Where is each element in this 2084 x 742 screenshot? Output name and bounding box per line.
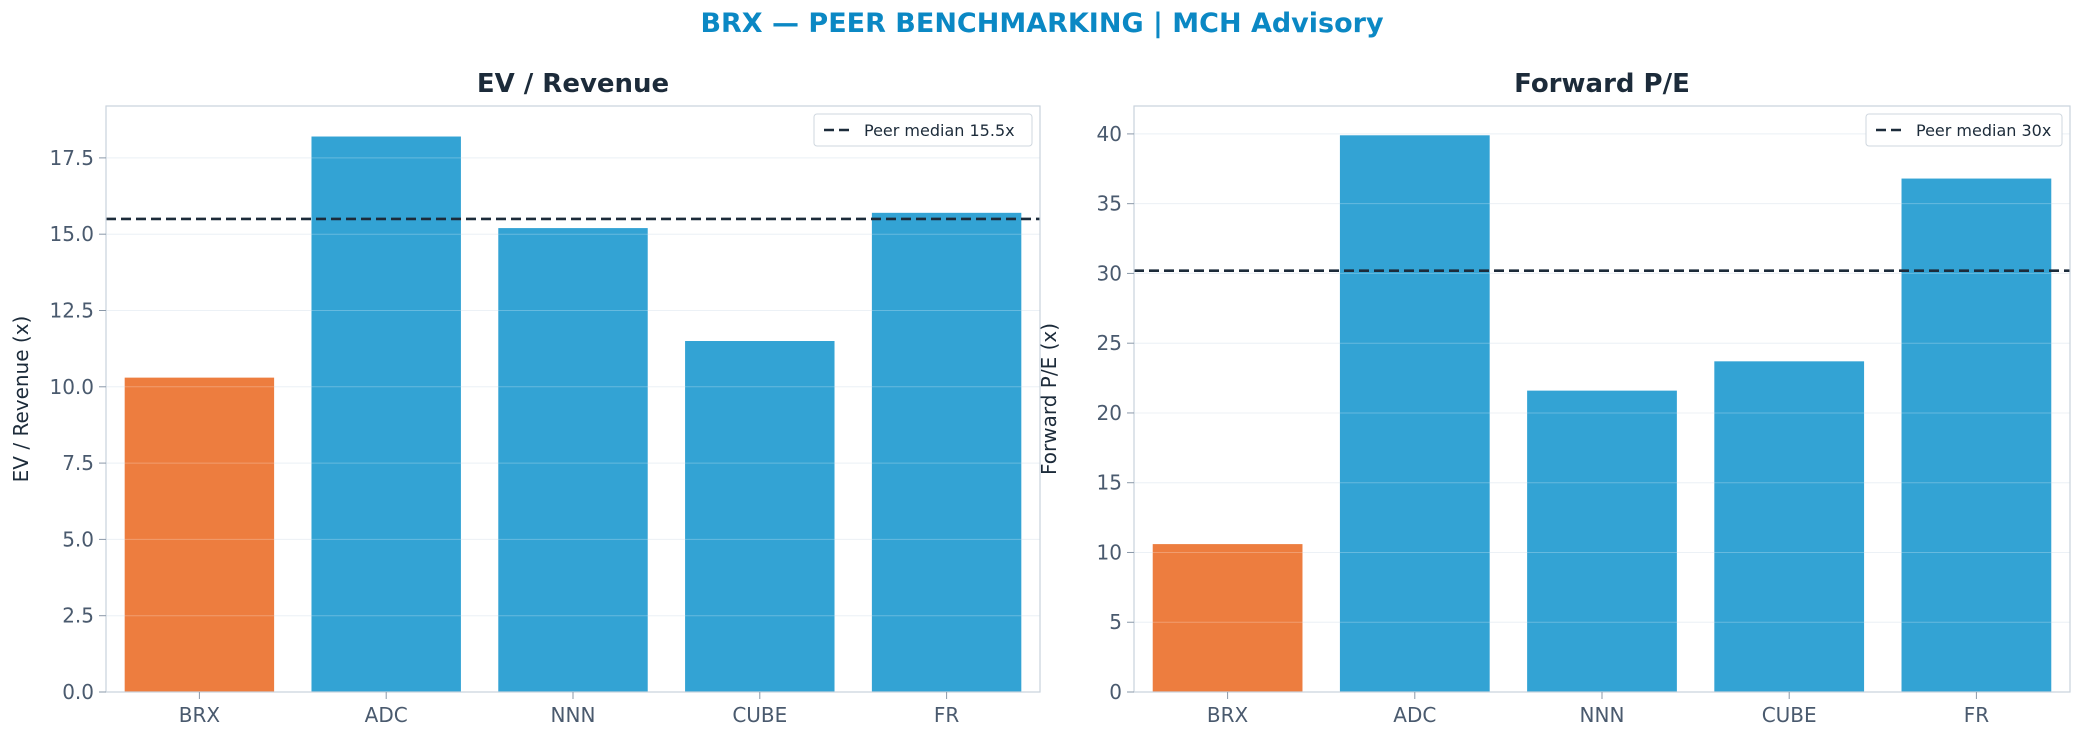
y-tick-label: 10 [1097, 540, 1122, 564]
legend-box [1865, 113, 2063, 147]
panel-title: Forward P/E [1514, 69, 1690, 99]
x-tick-label: NNN [1580, 703, 1625, 727]
bar-adc [311, 136, 461, 693]
legend-box [813, 113, 1033, 147]
panel-forward-pe: Forward P/E 0 5 10 15 20 25 30 35 40 BRX ADC NNN CUBE… [1037, 69, 2071, 727]
y-tick-label: 35 [1097, 192, 1122, 216]
legend-label: Peer median 30x [1916, 121, 2051, 140]
x-tick-label: BRX [179, 703, 221, 727]
bar-brx [1152, 544, 1303, 692]
y-tick-label: 25 [1097, 331, 1122, 355]
panel-ev-revenue: EV / Revenue 0.0 2.5 5.0 7.5 10.0 12.5 15.0 17.5… [9, 69, 1041, 727]
bar-cube [1714, 361, 1865, 692]
panel-title: EV / Revenue [477, 69, 669, 99]
y-tick-label: 15.0 [49, 222, 94, 246]
y-tick-label: 2.5 [62, 604, 94, 628]
x-tick-label: NNN [551, 703, 596, 727]
legend-label: Peer median 15.5x [864, 121, 1015, 140]
x-tick-label: FR [1964, 703, 1990, 727]
y-tick-label: 0.0 [62, 680, 94, 704]
y-tick-label: 17.5 [49, 146, 94, 170]
figure-title: BRX — PEER BENCHMARKING | MCH Advisory [700, 8, 1384, 39]
bar-nnn [1527, 390, 1677, 692]
y-tick-label: 12.5 [49, 298, 94, 322]
x-tick-label: BRX [1207, 703, 1249, 727]
y-tick-label: 0 [1109, 680, 1122, 704]
bar-fr [871, 212, 1022, 692]
x-tick-label: ADC [365, 703, 408, 727]
y-tick-label: 5 [1109, 610, 1122, 634]
y-tick-label: 20 [1097, 401, 1122, 425]
y-tick-label: 7.5 [62, 451, 94, 475]
bar-fr [1901, 178, 2052, 693]
y-tick-label: 40 [1097, 122, 1122, 146]
x-tick-label: CUBE [732, 703, 787, 727]
y-tick-label: 30 [1097, 261, 1122, 285]
y-tick-label: 5.0 [62, 527, 94, 551]
bar-brx [124, 377, 275, 692]
y-axis-label: Forward P/E (x) [1037, 323, 1061, 475]
x-tick-label: FR [934, 703, 960, 727]
bar-nnn [498, 228, 648, 693]
y-axis-label: EV / Revenue (x) [9, 316, 33, 483]
y-tick-label: 15 [1097, 471, 1122, 495]
y-tick-label: 10.0 [49, 375, 94, 399]
x-tick-label: ADC [1393, 703, 1436, 727]
x-tick-label: CUBE [1762, 703, 1817, 727]
bar-adc [1339, 135, 1490, 693]
bar-cube [685, 341, 835, 692]
